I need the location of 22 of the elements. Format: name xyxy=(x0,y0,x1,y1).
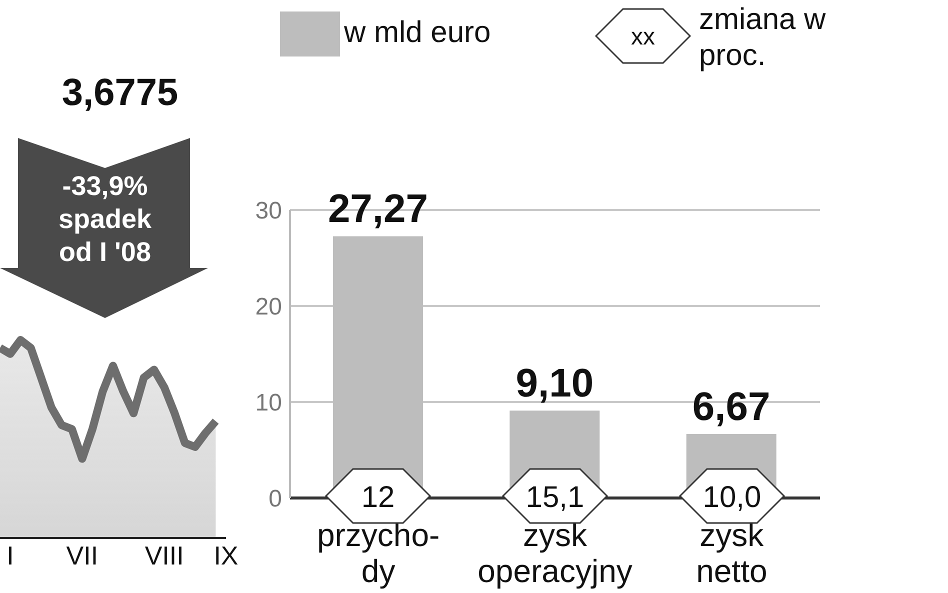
annotation: 15,1 xyxy=(526,480,584,514)
y-tick-label: 20 xyxy=(255,294,282,321)
x-tick-label: VIII xyxy=(144,540,184,570)
text: 3,6775 xyxy=(60,72,180,115)
y-tick-label: 30 xyxy=(255,198,282,225)
data-label: 6,67 xyxy=(692,384,770,429)
x-tick-label: I xyxy=(6,540,14,570)
legend-label: w mld euro xyxy=(344,16,491,49)
y-tick-label: 10 xyxy=(255,390,282,417)
hexagon-icon: xx xyxy=(595,8,691,64)
x-tick-label: zysk netto xyxy=(696,517,768,589)
text: -33,9% spadek od I '08 xyxy=(57,170,153,269)
text: zmiana w proc. xyxy=(699,2,827,74)
x-tick-label: IX xyxy=(214,540,238,570)
annotation: 12 xyxy=(362,480,396,514)
data-label: 27,27 xyxy=(328,187,428,232)
x-tick-label: przycho- dy xyxy=(316,517,440,589)
y-tick-label: 0 xyxy=(268,486,282,513)
annotation: 10,0 xyxy=(702,480,761,514)
data-label: 9,10 xyxy=(516,362,594,406)
x-tick-label: zysk operacyjny xyxy=(478,517,632,589)
x-tick-label: VII xyxy=(66,540,98,570)
